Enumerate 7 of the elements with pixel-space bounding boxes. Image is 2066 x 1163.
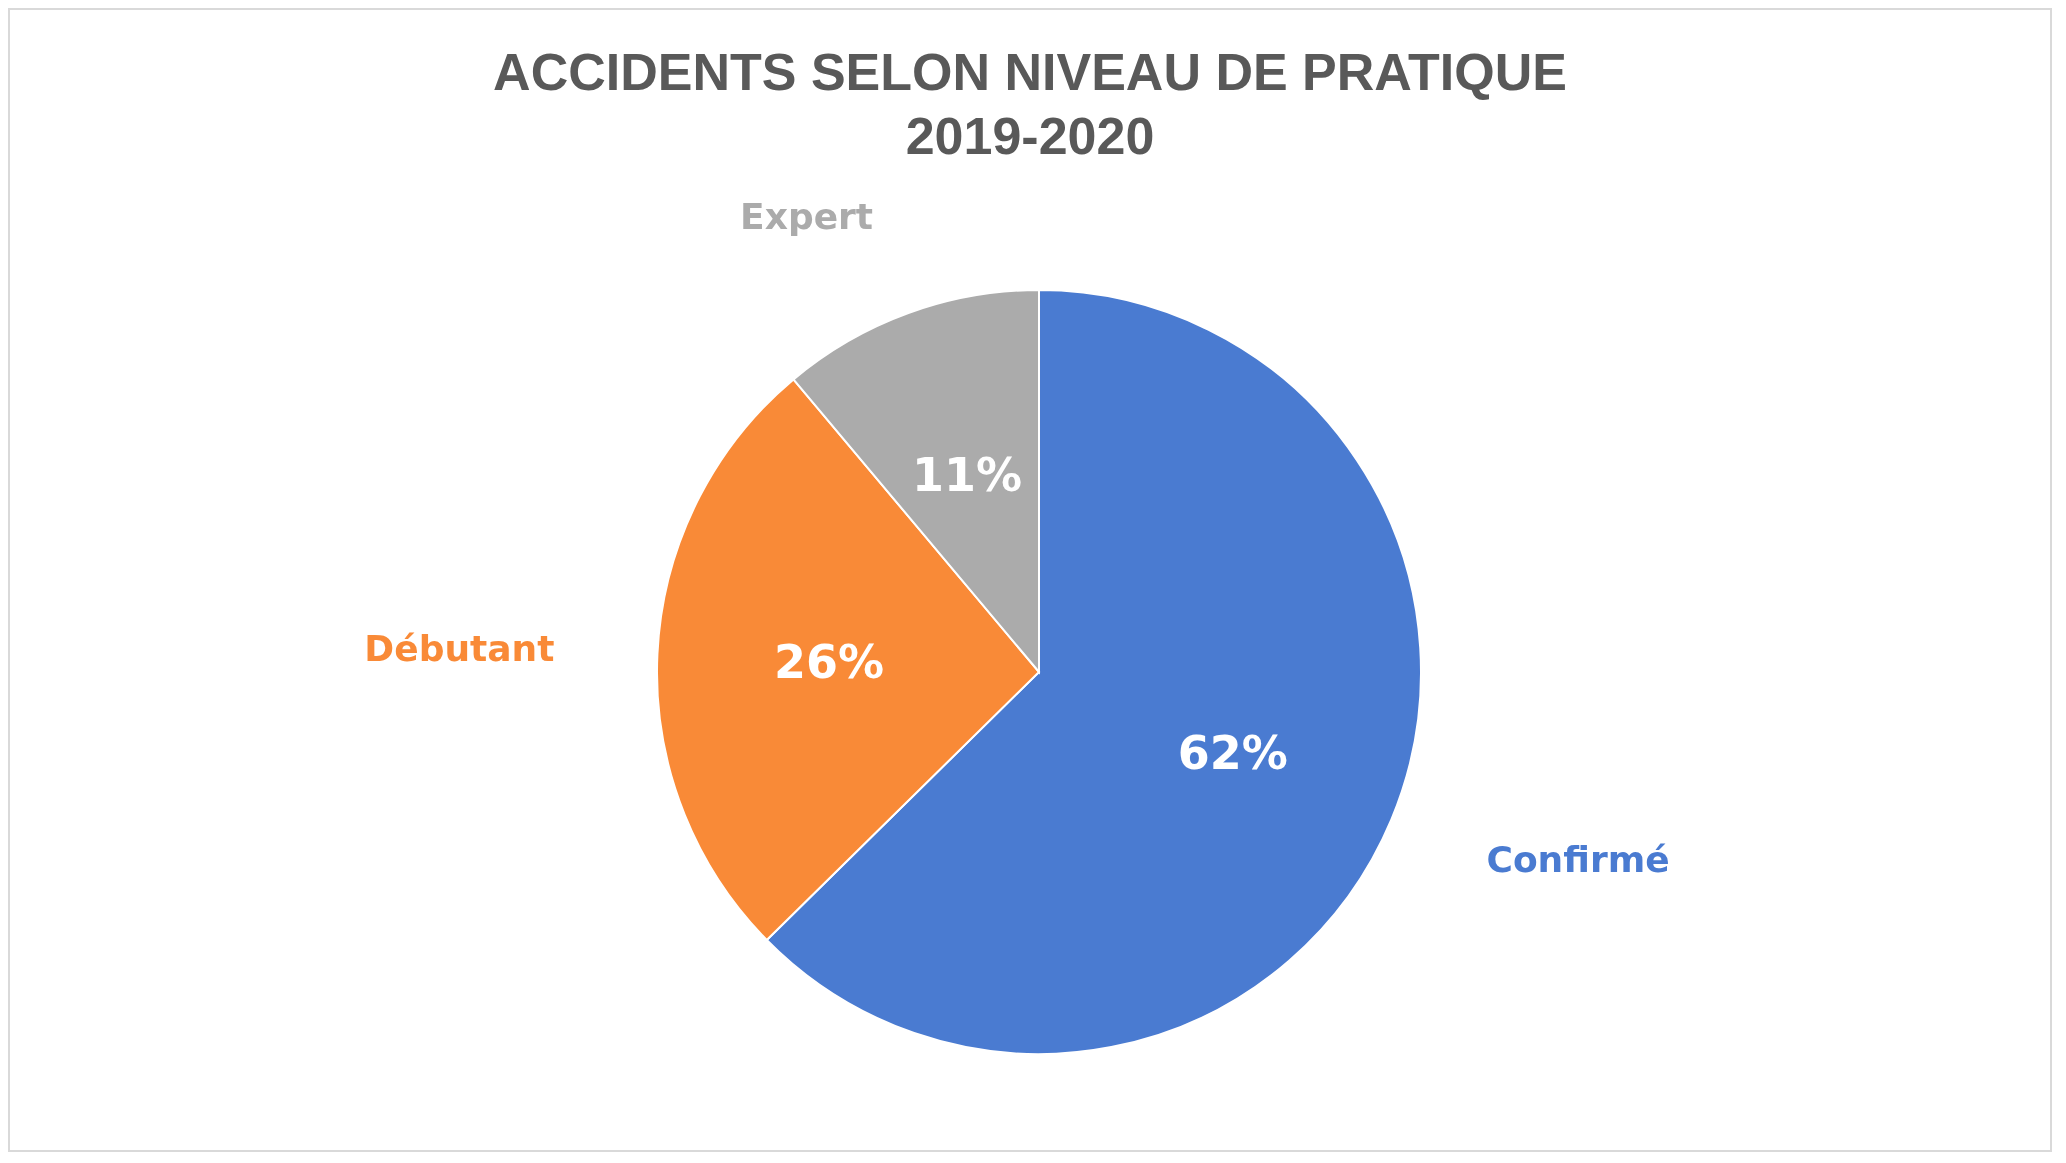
slice-label: Confirmé [1486,838,1670,880]
chart-title: ACCIDENTS SELON NIVEAU DE PRATIQUE 2019-2020 [492,42,1568,167]
data-label: 62% [1177,726,1288,781]
data-label: 26% [774,635,885,689]
slice-label: Débutant [364,628,555,670]
slice-label: Expert [740,195,874,237]
data-label: 11% [912,447,1023,502]
